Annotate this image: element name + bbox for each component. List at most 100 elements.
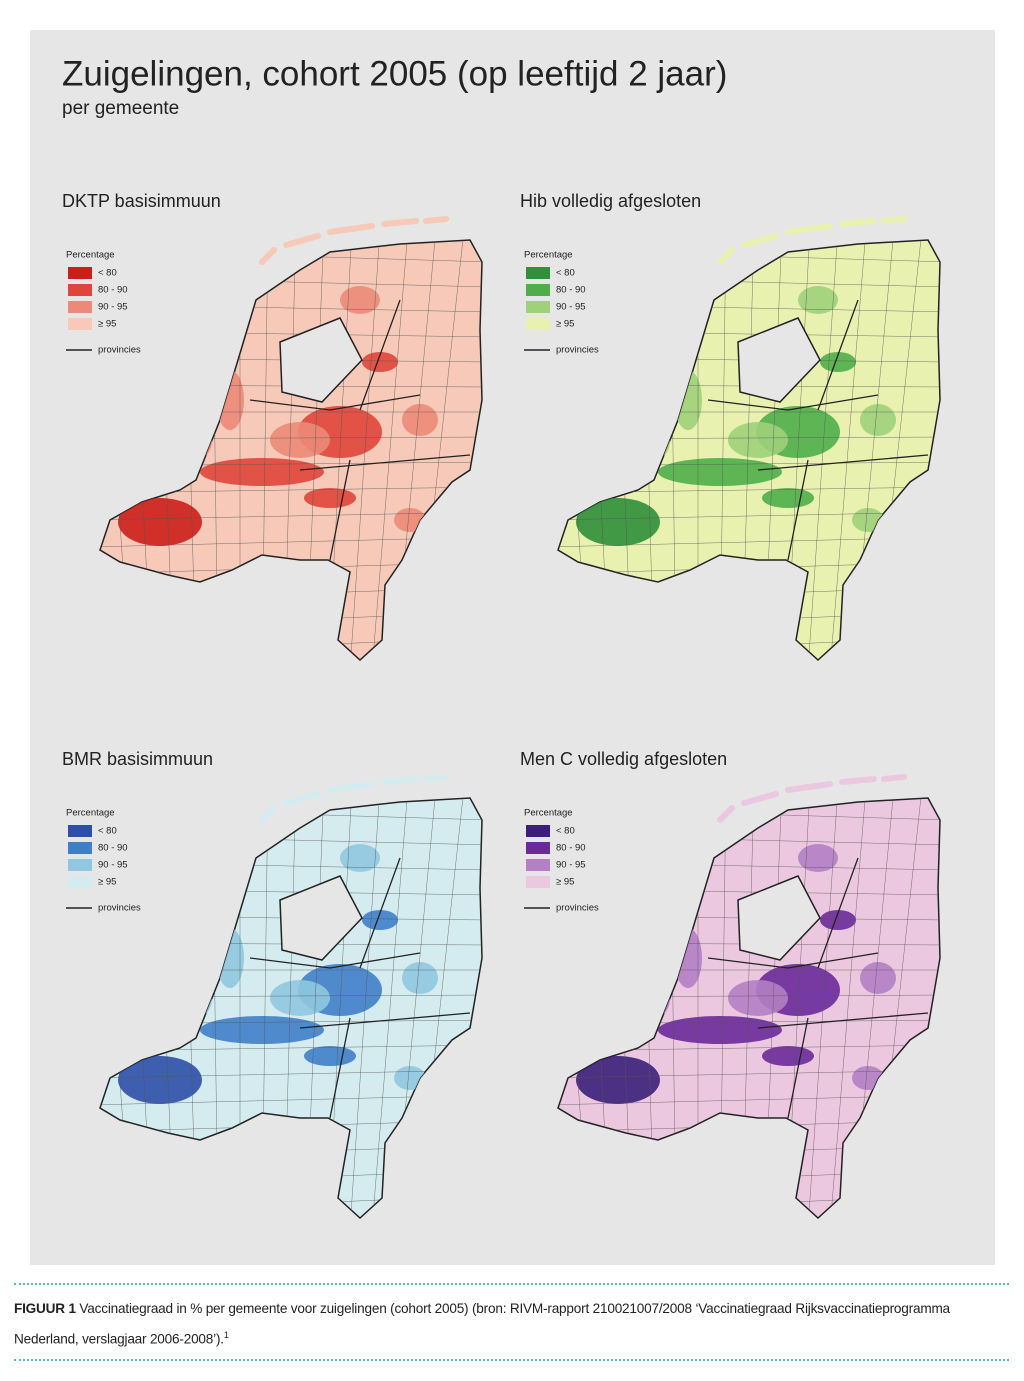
legend-label: 90 - 95 bbox=[556, 860, 586, 871]
region bbox=[576, 1056, 660, 1104]
region bbox=[270, 980, 330, 1016]
region bbox=[658, 458, 782, 486]
island bbox=[839, 218, 877, 227]
legend-label: 90 - 95 bbox=[98, 860, 128, 871]
municipality-border bbox=[100, 1069, 482, 1079]
region bbox=[728, 980, 788, 1016]
lake bbox=[737, 317, 821, 403]
legend-label: 80 - 90 bbox=[556, 285, 586, 296]
separator bbox=[14, 1359, 1009, 1361]
region bbox=[304, 1046, 356, 1066]
legend-swatch bbox=[526, 284, 550, 296]
region bbox=[200, 458, 324, 486]
region bbox=[860, 962, 896, 994]
region bbox=[762, 1046, 814, 1066]
legend-label: < 80 bbox=[556, 826, 575, 837]
region bbox=[402, 962, 438, 994]
island bbox=[881, 216, 907, 224]
island bbox=[327, 223, 375, 235]
municipality-border bbox=[100, 511, 482, 521]
island bbox=[259, 247, 277, 265]
island bbox=[785, 781, 833, 793]
legend-swatch bbox=[526, 318, 550, 330]
legend-swatch bbox=[68, 301, 92, 313]
municipality-border bbox=[807, 240, 839, 660]
municipality-border bbox=[371, 240, 409, 660]
legend-title: Percentage bbox=[524, 808, 573, 819]
island bbox=[423, 216, 449, 224]
legend-label: ≥ 95 bbox=[556, 319, 574, 330]
caption-note: 1 bbox=[223, 1330, 229, 1340]
legend-label: provincies bbox=[556, 345, 599, 356]
region bbox=[362, 352, 398, 372]
caption-text: Vaccinatiegraad in % per gemeente voor z… bbox=[14, 1301, 950, 1347]
legend-label: 80 - 90 bbox=[98, 285, 128, 296]
province-border bbox=[249, 299, 471, 561]
island bbox=[839, 776, 877, 785]
figure: Zuigelingen, cohort 2005 (op leeftijd 2 … bbox=[30, 30, 995, 1265]
legend-label: ≥ 95 bbox=[98, 877, 116, 888]
region bbox=[762, 488, 814, 508]
municipality-border bbox=[371, 798, 409, 1218]
legend-label: < 80 bbox=[556, 268, 575, 279]
legend-swatch bbox=[68, 842, 92, 854]
region bbox=[270, 422, 330, 458]
panel-title: Hib volledig afgesloten bbox=[520, 191, 701, 211]
legend-swatch bbox=[526, 825, 550, 837]
island bbox=[283, 791, 321, 806]
island bbox=[741, 791, 779, 806]
province-border bbox=[707, 857, 929, 1119]
legend-label: 80 - 90 bbox=[556, 843, 586, 854]
island bbox=[327, 781, 375, 793]
lake bbox=[279, 875, 363, 961]
panel-title: Men C volledig afgesloten bbox=[520, 749, 727, 769]
island bbox=[881, 774, 907, 782]
figure-subtitle: per gemeente bbox=[62, 98, 179, 119]
municipality-border bbox=[558, 511, 940, 521]
region bbox=[798, 286, 838, 314]
legend-title: Percentage bbox=[66, 808, 115, 819]
region bbox=[820, 910, 856, 930]
panel-title: BMR basisimmuun bbox=[62, 749, 213, 769]
legend-swatch bbox=[68, 859, 92, 871]
municipality-border bbox=[349, 798, 381, 1218]
caption: FIGUUR 1 Vaccinatiegraad in % per gemeen… bbox=[14, 1296, 1009, 1353]
region bbox=[118, 1056, 202, 1104]
region bbox=[860, 404, 896, 436]
map-panel: DKTP basisimmuun Percentage < 80 80 - 90 90 … bbox=[62, 191, 483, 662]
region bbox=[820, 352, 856, 372]
legend-swatch bbox=[526, 301, 550, 313]
lake bbox=[279, 317, 363, 403]
legend-label: < 80 bbox=[98, 826, 117, 837]
municipality-border bbox=[807, 798, 839, 1218]
legend-swatch bbox=[68, 318, 92, 330]
caption-label: FIGUUR 1 bbox=[14, 1301, 76, 1316]
legend-label: provincies bbox=[556, 903, 599, 914]
island bbox=[741, 233, 779, 248]
legend-title: Percentage bbox=[66, 250, 115, 261]
island bbox=[423, 774, 449, 782]
legend-swatch bbox=[526, 876, 550, 888]
island bbox=[381, 776, 419, 785]
region bbox=[402, 404, 438, 436]
region bbox=[798, 844, 838, 872]
legend-swatch bbox=[526, 842, 550, 854]
legend-label: provincies bbox=[98, 345, 141, 356]
province-border bbox=[249, 857, 471, 1119]
region bbox=[576, 498, 660, 546]
legend-title: Percentage bbox=[524, 250, 573, 261]
legend-swatch bbox=[526, 267, 550, 279]
legend-label: 90 - 95 bbox=[556, 302, 586, 313]
lake bbox=[737, 875, 821, 961]
panel-title: DKTP basisimmuun bbox=[62, 191, 221, 211]
legend-swatch bbox=[68, 825, 92, 837]
region bbox=[304, 488, 356, 508]
municipality-border bbox=[349, 240, 381, 660]
island bbox=[717, 805, 735, 823]
legend-label: ≥ 95 bbox=[556, 877, 574, 888]
municipality-border bbox=[829, 798, 867, 1218]
region bbox=[728, 422, 788, 458]
region bbox=[118, 498, 202, 546]
region bbox=[362, 910, 398, 930]
